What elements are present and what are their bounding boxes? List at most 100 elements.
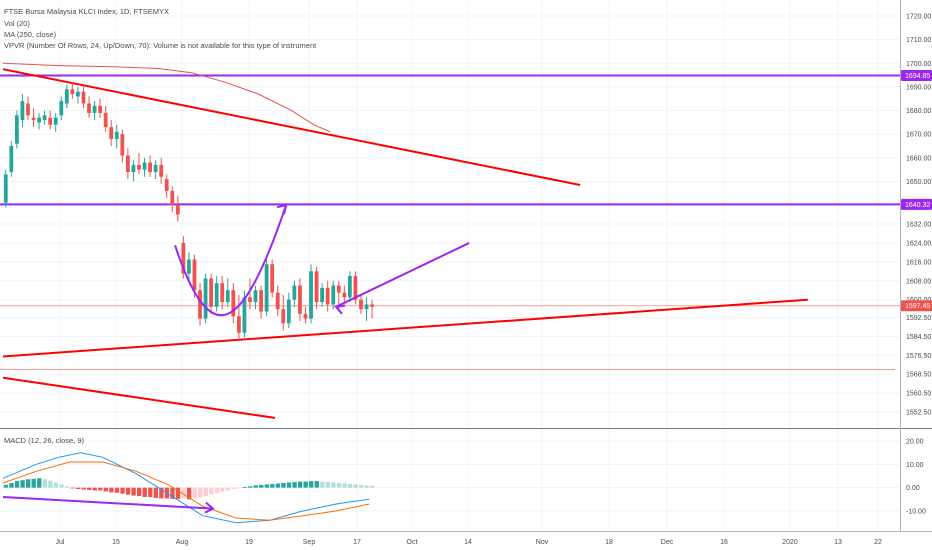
arrow-head: [334, 304, 346, 315]
candle: [187, 252, 191, 281]
macd-histogram-bar: [209, 487, 214, 495]
macd-histogram-bar: [20, 480, 25, 488]
macd-histogram-bar: [26, 479, 31, 488]
candle: [342, 285, 347, 305]
macd-histogram-bar: [253, 485, 258, 488]
macd-histogram-bar: [359, 484, 364, 488]
candle: [198, 283, 202, 326]
macd-histogram-bar: [92, 487, 97, 491]
trend-line[interactable]: [2, 68, 581, 187]
macd-divergence-arrow[interactable]: [2, 496, 214, 510]
candle: [353, 271, 358, 305]
price-tick-label: 1710.00: [906, 37, 931, 44]
price-tick-label: 1616.00: [906, 259, 931, 266]
x-tick-label: 17: [353, 539, 361, 546]
candle: [3, 169, 8, 208]
macd-histogram-bar: [59, 484, 64, 488]
price-level-label: 1694.85: [905, 73, 930, 80]
macd-histogram-bar: [103, 487, 109, 492]
price-level-badge: 1694.85: [901, 69, 932, 81]
macd-histogram-bar: [87, 487, 92, 490]
macd-histogram-bar: [220, 487, 225, 492]
x-tick-label: Jul: [56, 539, 65, 546]
macd-histogram-bar: [148, 487, 153, 497]
candle: [175, 195, 180, 222]
x-tick-label: Dec: [661, 539, 674, 546]
candle: [20, 94, 25, 128]
macd-histogram-bar: [364, 485, 369, 488]
price-tick-label: 1608.00: [906, 278, 931, 285]
macd-histogram-bar: [281, 483, 286, 488]
candle: [286, 292, 291, 329]
candle: [164, 174, 169, 199]
price-tick-label: 1560.50: [906, 391, 931, 398]
candle: [125, 148, 130, 180]
macd-histogram-bar: [53, 482, 59, 488]
macd-tick-label: 20.00: [906, 439, 924, 446]
macd-histogram-bar: [198, 487, 203, 498]
macd-histogram-bar: [181, 487, 186, 499]
trend-line[interactable]: [2, 298, 808, 358]
macd-histogram-bar: [170, 487, 175, 499]
macd-histogram-bar: [109, 487, 114, 493]
candle: [26, 96, 30, 121]
macd-histogram-bar: [98, 487, 103, 491]
macd-histogram-bar: [314, 481, 319, 488]
candle: [292, 280, 297, 307]
x-tick-label: 13: [834, 539, 842, 546]
x-tick-label: 14: [464, 539, 472, 546]
candle: [220, 276, 225, 310]
candle: [9, 141, 14, 177]
candle: [64, 84, 69, 109]
candle: [148, 155, 152, 177]
candle: [181, 235, 186, 279]
x-tick-label: Sep: [303, 539, 316, 546]
candle: [364, 297, 369, 321]
macd-histogram-bar: [325, 482, 331, 488]
macd-tick-label: -10.00: [906, 509, 926, 516]
price-tick-label: 1690.00: [906, 84, 931, 91]
candle: [137, 153, 141, 175]
candle: [76, 86, 80, 104]
arrow-annotation[interactable]: [335, 242, 470, 308]
candle: [275, 285, 280, 317]
candle: [231, 283, 236, 324]
macd-histogram-bar: [142, 487, 147, 497]
price-tick-label: 1624.00: [906, 240, 931, 247]
macd-histogram-bar: [347, 483, 353, 488]
price-tick-label: 1632.00: [906, 222, 931, 229]
macd-histogram-bar: [175, 487, 181, 499]
price-tick-label: 1680.00: [906, 108, 931, 115]
price-tick-label: 1650.00: [906, 179, 931, 186]
candle: [259, 285, 263, 319]
candle: [264, 259, 269, 317]
macd-histogram-bar: [31, 478, 36, 488]
candle: [170, 186, 175, 213]
candle: [225, 278, 230, 307]
candle: [309, 264, 313, 324]
macd-histogram-bar: [225, 487, 231, 491]
x-tick-label: 22: [874, 539, 882, 546]
candle: [98, 98, 103, 118]
macd-histogram-bar: [37, 478, 42, 488]
legend-vol: Vol (20): [4, 19, 30, 28]
candle: [359, 294, 363, 314]
macd-histogram-bar: [236, 487, 242, 489]
candle: [203, 273, 208, 324]
candle: [331, 280, 336, 310]
macd-histogram-bar: [342, 483, 347, 488]
curve-annotation[interactable]: [174, 204, 287, 317]
macd-histogram-bar: [153, 487, 158, 498]
trend-line[interactable]: [2, 376, 276, 419]
grid: [0, 0, 900, 530]
candle: [120, 129, 125, 163]
candle: [370, 299, 374, 319]
macd-histogram-bar: [125, 487, 131, 495]
candle: [159, 157, 164, 184]
candle: [92, 101, 97, 121]
candle: [31, 108, 36, 128]
price-level-label: 1640.32: [905, 202, 930, 209]
macd-histogram-bar: [303, 481, 308, 488]
